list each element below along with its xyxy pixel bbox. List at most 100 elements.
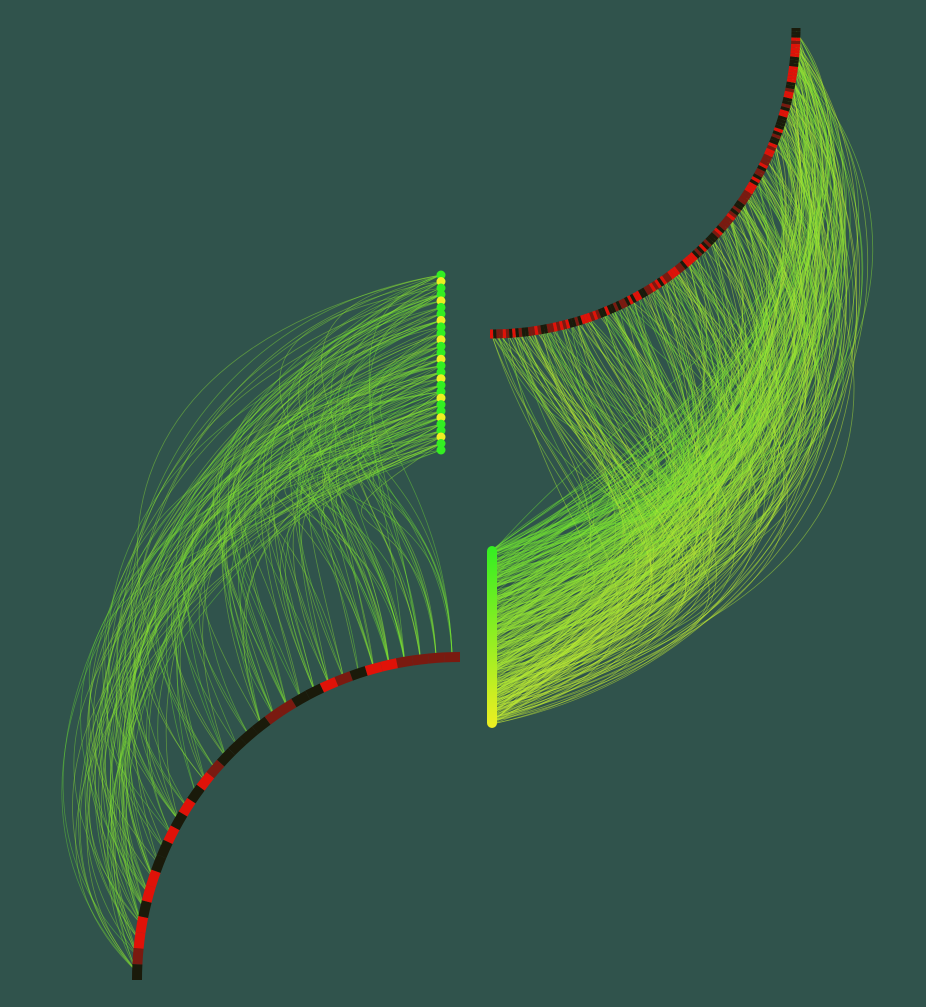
right-link	[491, 216, 763, 569]
right-link	[491, 302, 753, 554]
left-link	[228, 294, 442, 708]
left-link	[296, 339, 442, 679]
right-link	[491, 51, 815, 571]
left-link	[118, 384, 442, 822]
left-link	[127, 384, 442, 879]
right-link	[491, 67, 836, 722]
right-link	[491, 228, 768, 571]
left-link	[312, 300, 442, 665]
left-node	[436, 445, 446, 455]
right-link	[491, 182, 819, 628]
right-link	[491, 173, 840, 607]
right-link	[491, 64, 813, 713]
right-link	[491, 32, 833, 554]
right-arc-segment	[784, 87, 795, 93]
left-link	[203, 274, 442, 736]
left-link	[128, 371, 442, 879]
left-arc-segment	[133, 931, 146, 949]
right-arc-segment	[583, 313, 590, 324]
left-link	[230, 391, 442, 708]
left-arc-segment	[178, 797, 196, 817]
left-node	[436, 406, 446, 416]
right-link	[491, 256, 742, 713]
right-arc-segment	[764, 150, 774, 158]
left-node	[436, 296, 446, 306]
right-arc-segment	[640, 287, 649, 297]
right-arc-segment	[766, 144, 777, 152]
right-link	[491, 327, 710, 719]
left-link	[101, 300, 442, 925]
right-arc-segment	[746, 184, 756, 192]
left-link	[176, 326, 442, 782]
right-arc-segment	[744, 186, 754, 195]
right-link	[491, 302, 706, 566]
left-link	[371, 384, 453, 658]
left-link	[297, 371, 442, 665]
left-link	[280, 423, 442, 692]
left-arc-segment	[380, 658, 398, 672]
left-link	[104, 436, 442, 910]
right-arc-segment	[779, 109, 790, 115]
right-arc-segment	[701, 241, 710, 250]
right-arc-segment	[667, 270, 676, 280]
left-arc-segment	[206, 759, 225, 779]
right-arc-segment	[771, 133, 782, 140]
right-arc-segment	[612, 302, 620, 312]
right-link	[491, 58, 825, 625]
left-link	[330, 294, 442, 662]
right-arc-segment	[761, 156, 771, 164]
left-link	[125, 287, 442, 925]
left-link	[320, 274, 442, 660]
left-link	[335, 417, 442, 665]
right-link	[491, 262, 723, 657]
right-link	[491, 206, 807, 713]
left-link	[121, 281, 442, 925]
right-arc-segment	[773, 127, 784, 134]
right-link	[491, 61, 874, 601]
left-arc-segment	[138, 900, 152, 918]
right-arc-segment	[669, 268, 678, 278]
right-arc-segment	[635, 290, 643, 301]
left-link	[254, 410, 442, 679]
left-link	[244, 345, 442, 708]
left-arc-segment	[170, 811, 188, 831]
left-arc-segment	[396, 655, 414, 669]
right-arc-segment	[786, 81, 796, 87]
right-link	[491, 268, 719, 554]
right-arc-segment	[609, 303, 617, 313]
left-link	[232, 384, 442, 708]
right-arc-segment	[564, 319, 571, 329]
right-arc-segment	[741, 192, 751, 200]
right-arc-segment	[577, 315, 583, 326]
left-link	[328, 410, 442, 659]
left-node	[436, 277, 446, 286]
right-arc-segment	[662, 273, 670, 283]
left-link	[106, 274, 442, 895]
right-arc-segment	[726, 212, 736, 221]
right-arc-segment	[629, 293, 637, 304]
right-link	[491, 333, 595, 636]
left-link	[369, 423, 453, 658]
left-link	[346, 391, 442, 659]
right-link	[491, 323, 654, 625]
left-link	[124, 384, 442, 808]
left-link	[173, 423, 442, 782]
left-link	[237, 378, 442, 717]
left-node	[436, 387, 446, 397]
right-arc-segment	[737, 197, 747, 206]
left-link	[289, 326, 442, 685]
left-link	[221, 443, 442, 717]
left-link	[110, 345, 442, 957]
right-arc-segment	[646, 284, 654, 294]
right-arc-segment	[659, 275, 668, 285]
right-arc-segment	[592, 310, 599, 321]
left-link	[225, 320, 442, 717]
right-link	[491, 329, 652, 704]
left-link	[140, 358, 442, 808]
left-link	[176, 352, 442, 795]
right-arc-segment	[752, 173, 763, 181]
left-node	[436, 348, 446, 358]
left-link	[174, 443, 442, 758]
